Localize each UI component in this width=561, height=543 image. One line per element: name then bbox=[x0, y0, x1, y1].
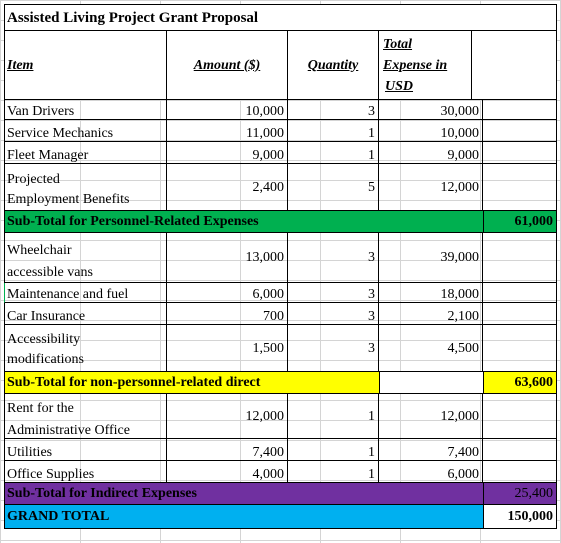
title-right-border bbox=[380, 4, 557, 30]
row-accessibility-mods-amount: 1,500 bbox=[167, 325, 288, 372]
row-maintenance-fuel-amount: 6,000 bbox=[167, 283, 288, 303]
row-rent-admin-blank bbox=[483, 394, 557, 439]
row-maintenance-fuel-item: Maintenance and fuel bbox=[4, 283, 167, 303]
row-rent-admin-item-line1: Rent for the bbox=[7, 401, 74, 416]
row-accessibility-mods-item-line2: modifications bbox=[7, 352, 84, 367]
row-utilities-blank bbox=[483, 439, 557, 461]
subtotal-non-personnel-label: Sub-Total for non-personnel-related dire… bbox=[4, 372, 379, 394]
row-maintenance-fuel-total: 18,000 bbox=[379, 283, 483, 303]
row-projected-benefits-amount: 2,400 bbox=[167, 164, 288, 211]
header-total-line1: Total bbox=[383, 37, 413, 52]
subtotal-indirect-value: 25,400 bbox=[483, 483, 557, 505]
row-wheelchair-vans-item-line2: accessible vans bbox=[7, 265, 93, 280]
subtotal-indirect-label: Sub-Total for Indirect Expenses bbox=[4, 483, 483, 505]
row-projected-benefits-item-line2: Employment Benefits bbox=[7, 192, 130, 207]
row-fleet-manager-blank bbox=[483, 142, 557, 164]
row-wheelchair-vans-blank bbox=[483, 233, 557, 283]
row-utilities-quantity: 1 bbox=[288, 439, 379, 461]
row-projected-benefits-item: Projected Employment Benefits bbox=[4, 164, 167, 211]
row-utilities-amount: 7,400 bbox=[167, 439, 288, 461]
row-car-insurance-blank bbox=[483, 303, 557, 325]
row-rent-admin-quantity: 1 bbox=[288, 394, 379, 439]
row-office-supplies-quantity: 1 bbox=[288, 461, 379, 483]
row-rent-admin-amount: 12,000 bbox=[167, 394, 288, 439]
row-office-supplies-amount: 4,000 bbox=[167, 461, 288, 483]
subtotal-personnel-value: 61,000 bbox=[483, 211, 557, 233]
row-maintenance-fuel-quantity: 3 bbox=[288, 283, 379, 303]
subtotal-non-personnel-blank bbox=[379, 372, 483, 394]
row-service-mechanics-total: 10,000 bbox=[379, 120, 483, 142]
row-fleet-manager-item: Fleet Manager bbox=[4, 142, 167, 164]
row-service-mechanics-blank bbox=[483, 120, 557, 142]
row-service-mechanics-quantity: 1 bbox=[288, 120, 379, 142]
row-rent-admin-item-line2: Administrative Office bbox=[7, 423, 130, 438]
header-amount: Amount ($) bbox=[167, 30, 288, 100]
row-van-drivers-quantity: 3 bbox=[288, 100, 379, 120]
row-fleet-manager-total: 9,000 bbox=[379, 142, 483, 164]
row-car-insurance-quantity: 3 bbox=[288, 303, 379, 325]
row-van-drivers-amount: 10,000 bbox=[167, 100, 288, 120]
row-service-mechanics-item: Service Mechanics bbox=[4, 120, 167, 142]
subtotal-personnel-label: Sub-Total for Personnel-Related Expenses bbox=[4, 211, 483, 233]
header-total-line2: Expense in bbox=[383, 58, 448, 73]
grand-total-value: 150,000 bbox=[483, 505, 557, 529]
row-wheelchair-vans-total: 39,000 bbox=[379, 233, 483, 283]
row-van-drivers-total: 30,000 bbox=[379, 100, 483, 120]
subtotal-non-personnel-value: 63,600 bbox=[483, 372, 557, 394]
row-accessibility-mods-item-line1: Accessibility bbox=[7, 332, 81, 347]
header-total-line3: USD bbox=[385, 79, 414, 94]
row-van-drivers-blank bbox=[483, 100, 557, 120]
row-projected-benefits-blank bbox=[483, 164, 557, 211]
row-accessibility-mods-item: Accessibility modifications bbox=[4, 325, 167, 372]
row-wheelchair-vans-quantity: 3 bbox=[288, 233, 379, 283]
row-wheelchair-vans-item-line1: Wheelchair bbox=[7, 243, 72, 258]
row-projected-benefits-quantity: 5 bbox=[288, 164, 379, 211]
row-car-insurance-total: 2,100 bbox=[379, 303, 483, 325]
row-utilities-total: 7,400 bbox=[379, 439, 483, 461]
row-projected-benefits-item-line1: Projected bbox=[7, 172, 60, 187]
header-quantity: Quantity bbox=[288, 30, 379, 100]
header-item: Item bbox=[4, 30, 167, 100]
row-office-supplies-blank bbox=[483, 461, 557, 483]
row-van-drivers-item: Van Drivers bbox=[4, 100, 167, 120]
row-service-mechanics-amount: 11,000 bbox=[167, 120, 288, 142]
row-maintenance-fuel-blank bbox=[483, 283, 557, 303]
row-office-supplies-item: Office Supplies bbox=[4, 461, 167, 483]
row-car-insurance-amount: 700 bbox=[167, 303, 288, 325]
row-utilities-item: Utilities bbox=[4, 439, 167, 461]
row-wheelchair-vans-amount: 13,000 bbox=[167, 233, 288, 283]
row-office-supplies-total: 6,000 bbox=[379, 461, 483, 483]
row-rent-admin-item: Rent for the Administrative Office bbox=[4, 394, 167, 439]
row-wheelchair-vans-item: Wheelchair accessible vans bbox=[4, 233, 167, 283]
header-total: Total Expense in USD bbox=[379, 30, 472, 100]
row-accessibility-mods-blank bbox=[483, 325, 557, 372]
row-rent-admin-total: 12,000 bbox=[379, 394, 483, 439]
row-accessibility-mods-total: 4,500 bbox=[379, 325, 483, 372]
header-blank bbox=[472, 30, 557, 100]
grand-total-label: GRAND TOTAL bbox=[4, 505, 483, 529]
row-car-insurance-item: Car Insurance bbox=[4, 303, 167, 325]
row-fleet-manager-quantity: 1 bbox=[288, 142, 379, 164]
row-accessibility-mods-quantity: 3 bbox=[288, 325, 379, 372]
row-projected-benefits-total: 12,000 bbox=[379, 164, 483, 211]
row-fleet-manager-amount: 9,000 bbox=[167, 142, 288, 164]
sheet-title: Assisted Living Project Grant Proposal bbox=[4, 4, 380, 30]
